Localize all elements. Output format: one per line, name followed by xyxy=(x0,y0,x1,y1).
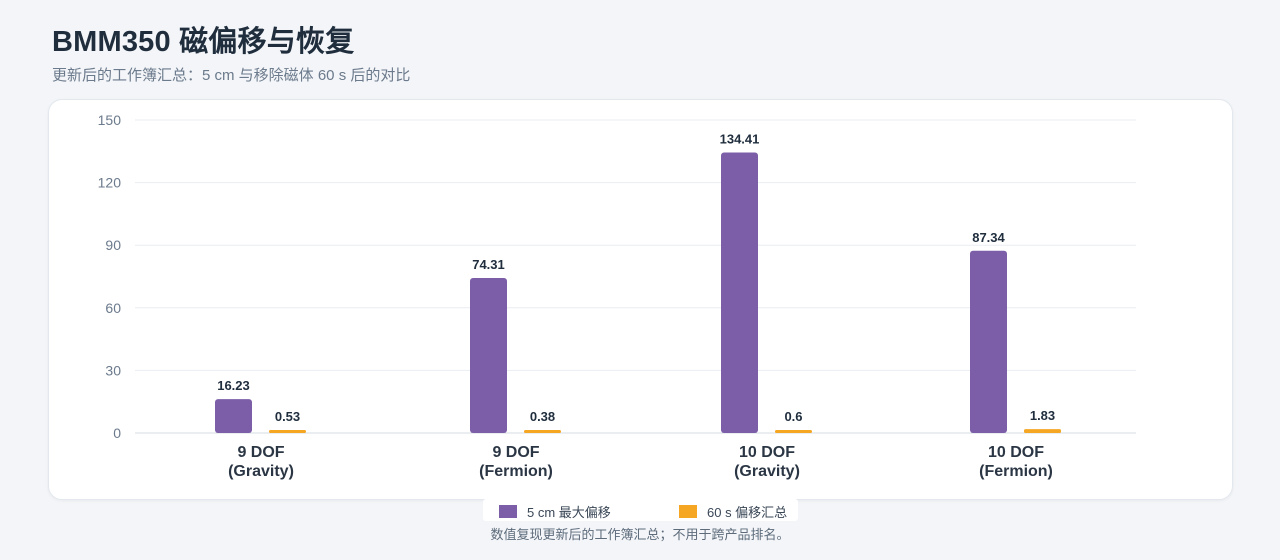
data-label: 134.41 xyxy=(720,132,760,147)
x-tick-label: 10 DOF xyxy=(988,444,1044,461)
x-tick-label: 9 DOF xyxy=(237,444,284,461)
x-tick-label: (Fermion) xyxy=(479,463,553,480)
x-tick-label: (Gravity) xyxy=(228,463,294,480)
data-label: 0.6 xyxy=(784,409,802,424)
data-label: 74.31 xyxy=(472,257,505,272)
bar-5cm-max-offset xyxy=(970,250,1007,433)
data-label: 1.83 xyxy=(1030,408,1055,423)
legend-swatch-series-2 xyxy=(679,505,697,518)
footer-note: 数值复现更新后的工作簿汇总；不用于跨产品排名。 xyxy=(490,527,790,542)
bar-60s-offset xyxy=(775,430,812,433)
legend-item-series-1: 5 cm 最大偏移 xyxy=(499,502,611,521)
legend-label-series-1: 5 cm 最大偏移 xyxy=(527,505,611,520)
x-tick-label: (Gravity) xyxy=(734,463,800,480)
y-tick-label: 0 xyxy=(113,425,121,441)
chart-subtitle: 更新后的工作簿汇总：5 cm 与移除磁体 60 s 后的对比 xyxy=(52,67,411,84)
y-tick-label: 120 xyxy=(98,175,122,191)
y-tick-label: 30 xyxy=(105,362,121,378)
y-tick-label: 90 xyxy=(105,237,121,253)
x-tick-label: 9 DOF xyxy=(492,444,539,461)
legend-item-series-2: 60 s 偏移汇总 xyxy=(679,502,787,521)
legend-label-series-2: 60 s 偏移汇总 xyxy=(707,505,788,520)
bar-60s-offset xyxy=(269,430,306,433)
bar-5cm-max-offset xyxy=(721,152,758,433)
x-tick-label: (Fermion) xyxy=(979,463,1053,480)
legend-swatch-series-1 xyxy=(499,505,517,518)
bar-5cm-max-offset xyxy=(215,399,252,433)
bar-60s-offset xyxy=(1024,429,1061,433)
bar-60s-offset xyxy=(524,430,561,433)
bar-5cm-max-offset xyxy=(470,277,507,433)
data-label: 0.53 xyxy=(275,409,300,424)
legend: 5 cm 最大偏移 60 s 偏移汇总 xyxy=(483,499,798,521)
chart-title: BMM350 磁偏移与恢复 xyxy=(52,26,355,58)
y-tick-label: 60 xyxy=(105,300,121,316)
data-label: 16.23 xyxy=(217,378,250,393)
x-tick-label: 10 DOF xyxy=(739,444,795,461)
y-tick-label: 150 xyxy=(98,112,122,128)
data-label: 87.34 xyxy=(972,230,1005,245)
data-label: 0.38 xyxy=(530,409,555,424)
